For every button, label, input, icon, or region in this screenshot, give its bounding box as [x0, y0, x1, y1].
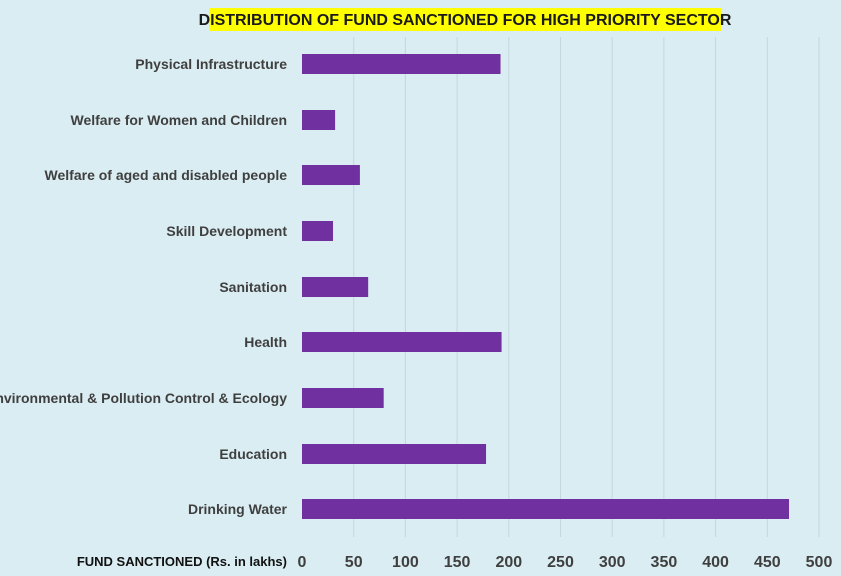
bar-2	[302, 165, 360, 185]
x-axis-title: FUND SANCTIONED (Rs. in lakhs)	[77, 554, 287, 569]
category-label-2: Welfare of aged and disabled people	[45, 167, 288, 183]
x-tick-label-200: 200	[495, 554, 522, 571]
bar-3	[302, 221, 334, 241]
chart-title-group: DISTRIBUTION OF FUND SANCTIONED FOR HIGH…	[199, 8, 732, 31]
x-tick-label-350: 350	[651, 554, 678, 571]
category-label-8: Drinking Water	[188, 501, 288, 517]
category-label-6: Environmental & Pollution Control & Ecol…	[0, 390, 287, 406]
x-tick-label-150: 150	[444, 554, 471, 571]
category-label-5: Health	[244, 334, 287, 350]
category-label-7: Education	[219, 446, 287, 462]
bar-4	[302, 277, 369, 297]
bar-1	[302, 110, 336, 130]
category-labels: Physical Infrastructure Welfare for Women…	[0, 56, 288, 517]
category-label-1: Welfare for Women and Children	[70, 112, 287, 128]
chart-title: DISTRIBUTION OF FUND SANCTIONED FOR HIGH…	[199, 12, 732, 29]
x-tick-label-0: 0	[298, 554, 307, 571]
x-tick-label-450: 450	[754, 554, 781, 571]
bar-7	[302, 444, 487, 464]
bars	[302, 54, 790, 519]
x-tick-label-50: 50	[345, 554, 363, 571]
chart-title-highlight	[209, 8, 721, 31]
bar-5	[302, 332, 502, 352]
x-tick-labels: 0 50 100 150 200 250 300 350 400 450 500	[298, 554, 833, 571]
category-label-4: Sanitation	[219, 279, 287, 295]
x-tick-label-100: 100	[392, 554, 419, 571]
bar-0	[302, 54, 501, 74]
x-tick-label-250: 250	[547, 554, 574, 571]
x-tick-label-500: 500	[806, 554, 833, 571]
category-label-3: Skill Development	[166, 223, 287, 239]
x-tick-label-400: 400	[702, 554, 729, 571]
bar-8	[302, 499, 790, 519]
bar-6	[302, 388, 384, 408]
category-label-0: Physical Infrastructure	[135, 56, 287, 72]
x-tick-label-300: 300	[599, 554, 626, 571]
